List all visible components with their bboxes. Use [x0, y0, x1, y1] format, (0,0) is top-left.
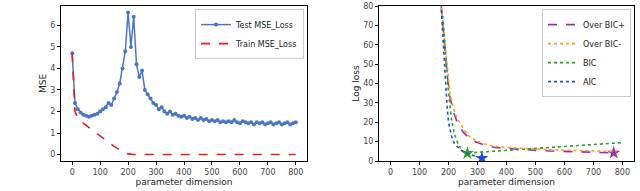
svg-text:4: 4: [50, 64, 55, 73]
svg-text:Over BIC+: Over BIC+: [583, 21, 625, 30]
svg-text:500: 500: [528, 168, 543, 177]
svg-text:30: 30: [363, 99, 373, 108]
svg-text:AIC: AIC: [583, 78, 597, 87]
svg-text:400: 400: [176, 168, 191, 177]
svg-text:0: 0: [368, 157, 373, 166]
svg-text:Log loss: Log loss: [351, 65, 361, 102]
svg-text:100: 100: [412, 168, 427, 177]
svg-text:1: 1: [50, 129, 55, 138]
svg-text:40: 40: [363, 79, 373, 88]
svg-text:Test MSE_Loss: Test MSE_Loss: [235, 21, 293, 30]
svg-text:0: 0: [388, 168, 393, 177]
svg-text:700: 700: [586, 168, 601, 177]
svg-text:Over BIC-: Over BIC-: [583, 40, 621, 49]
svg-text:0: 0: [70, 168, 75, 177]
svg-text:BIC: BIC: [583, 59, 597, 68]
svg-text:80: 80: [363, 2, 373, 11]
svg-text:300: 300: [470, 168, 485, 177]
svg-text:400: 400: [499, 168, 514, 177]
svg-text:Train MSE_Loss: Train MSE_Loss: [235, 40, 296, 49]
svg-text:100: 100: [92, 168, 107, 177]
svg-text:500: 500: [204, 168, 219, 177]
svg-text:5: 5: [50, 43, 55, 52]
svg-text:3: 3: [50, 86, 55, 95]
svg-text:6: 6: [50, 21, 55, 30]
svg-text:MSE: MSE: [38, 74, 48, 93]
svg-text:0: 0: [50, 150, 55, 159]
svg-text:200: 200: [120, 168, 135, 177]
svg-text:600: 600: [232, 168, 247, 177]
svg-text:200: 200: [441, 168, 456, 177]
svg-text:800: 800: [615, 168, 630, 177]
svg-text:300: 300: [148, 168, 163, 177]
svg-text:parameter dimension: parameter dimension: [136, 177, 233, 187]
svg-text:20: 20: [363, 118, 373, 127]
svg-text:60: 60: [363, 41, 373, 50]
svg-text:parameter dimension: parameter dimension: [458, 177, 555, 187]
svg-text:2: 2: [50, 107, 55, 116]
svg-text:10: 10: [363, 137, 373, 146]
svg-text:800: 800: [288, 168, 303, 177]
svg-text:70: 70: [363, 21, 373, 30]
svg-text:600: 600: [557, 168, 572, 177]
svg-text:50: 50: [363, 60, 373, 69]
svg-text:700: 700: [260, 168, 275, 177]
